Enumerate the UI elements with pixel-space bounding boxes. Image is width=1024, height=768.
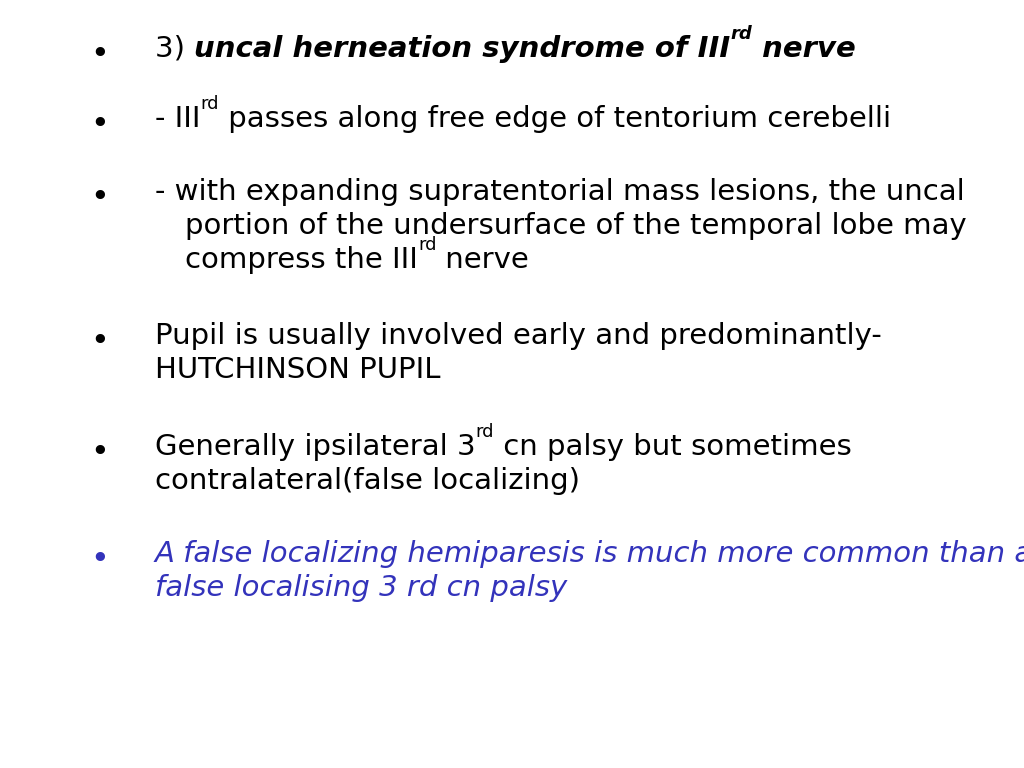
Text: •: • bbox=[90, 326, 109, 357]
Text: 3): 3) bbox=[155, 35, 195, 63]
Text: •: • bbox=[90, 437, 109, 468]
Text: rd: rd bbox=[418, 236, 436, 254]
Text: cn palsy but sometimes: cn palsy but sometimes bbox=[495, 433, 852, 461]
Text: compress the III: compress the III bbox=[185, 246, 418, 274]
Text: nerve: nerve bbox=[436, 246, 529, 274]
Text: •: • bbox=[90, 39, 109, 70]
Text: portion of the undersurface of the temporal lobe may: portion of the undersurface of the tempo… bbox=[185, 212, 967, 240]
Text: rd: rd bbox=[475, 423, 495, 441]
Text: •: • bbox=[90, 109, 109, 140]
Text: rd: rd bbox=[730, 25, 753, 43]
Text: Pupil is usually involved early and predominantly-: Pupil is usually involved early and pred… bbox=[155, 322, 882, 350]
Text: nerve: nerve bbox=[753, 35, 856, 63]
Text: •: • bbox=[90, 182, 109, 213]
Text: uncal herneation syndrome of III: uncal herneation syndrome of III bbox=[195, 35, 730, 63]
Text: false localising 3 rd cn palsy: false localising 3 rd cn palsy bbox=[155, 574, 567, 602]
Text: HUTCHINSON PUPIL: HUTCHINSON PUPIL bbox=[155, 356, 440, 384]
Text: •: • bbox=[90, 544, 109, 575]
Text: rd: rd bbox=[201, 95, 219, 113]
Text: - III: - III bbox=[155, 105, 201, 133]
Text: Generally ipsilateral 3: Generally ipsilateral 3 bbox=[155, 433, 475, 461]
Text: passes along free edge of tentorium cerebelli: passes along free edge of tentorium cere… bbox=[219, 105, 891, 133]
Text: A false localizing hemiparesis is much more common than a: A false localizing hemiparesis is much m… bbox=[155, 540, 1024, 568]
Text: contralateral(false localizing): contralateral(false localizing) bbox=[155, 467, 580, 495]
Text: - with expanding supratentorial mass lesions, the uncal: - with expanding supratentorial mass les… bbox=[155, 178, 965, 206]
